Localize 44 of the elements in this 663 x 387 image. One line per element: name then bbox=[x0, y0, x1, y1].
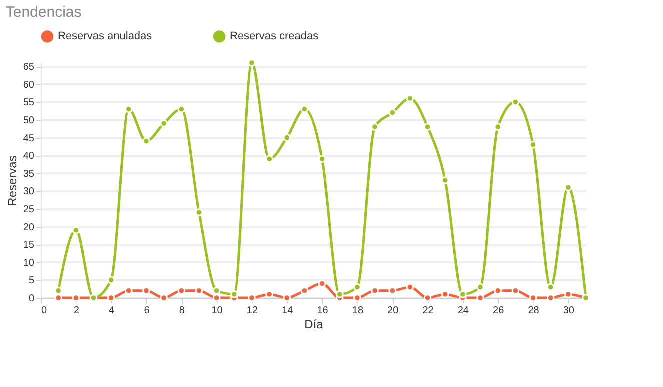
x-tick-label: 24 bbox=[458, 306, 470, 316]
x-tick-label: 28 bbox=[528, 306, 540, 316]
x-tick-label: 16 bbox=[317, 306, 329, 316]
point bbox=[283, 134, 292, 142]
x-tick-label: 22 bbox=[422, 306, 434, 316]
point bbox=[195, 208, 204, 216]
y-tick-label: 5 bbox=[28, 276, 35, 287]
x-tick-label: 2 bbox=[74, 306, 80, 316]
x-tick-label: 30 bbox=[563, 306, 575, 316]
x-tick-label: 12 bbox=[246, 306, 258, 316]
x-tick-label: 6 bbox=[144, 306, 150, 316]
point bbox=[107, 276, 116, 284]
y-tick-label: 0 bbox=[28, 294, 35, 304]
point bbox=[160, 120, 168, 128]
y-tick-label: 50 bbox=[23, 115, 35, 126]
x-axis-title: Día bbox=[304, 318, 324, 332]
y-tick-label: 30 bbox=[23, 186, 35, 198]
x-tick-label: 4 bbox=[109, 306, 116, 316]
y-tick-label: 65 bbox=[23, 62, 35, 74]
legend-label: Reservas anuladas bbox=[58, 30, 153, 43]
x-tick-label: 20 bbox=[388, 306, 400, 316]
y-tick-label: 25 bbox=[23, 204, 35, 216]
x-tick-label: 8 bbox=[179, 306, 186, 316]
y-tick-label: 40 bbox=[23, 151, 35, 162]
x-tick-label: 0 bbox=[42, 306, 48, 316]
y-tick-label: 45 bbox=[23, 133, 35, 144]
point bbox=[72, 226, 80, 234]
y-tick-label: 35 bbox=[23, 168, 35, 180]
y-tick-label: 55 bbox=[23, 98, 35, 109]
x-tick-label: 14 bbox=[282, 306, 294, 316]
y-tick-label: 20 bbox=[23, 222, 35, 234]
x-tick-label: 26 bbox=[493, 306, 505, 316]
point bbox=[336, 290, 344, 298]
y-axis-title: Reservas bbox=[5, 156, 20, 206]
point bbox=[459, 290, 467, 298]
point bbox=[388, 108, 397, 117]
y-tick-label: 15 bbox=[23, 240, 35, 252]
y-tick-label: 10 bbox=[23, 258, 35, 269]
point bbox=[318, 155, 326, 164]
chart-title: Tendencias bbox=[6, 4, 82, 21]
x-tick-label: 18 bbox=[352, 306, 364, 316]
x-tick-label: 10 bbox=[212, 306, 224, 316]
y-tick-label: 60 bbox=[23, 80, 35, 91]
legend-label: Reservas creadas bbox=[230, 30, 320, 43]
